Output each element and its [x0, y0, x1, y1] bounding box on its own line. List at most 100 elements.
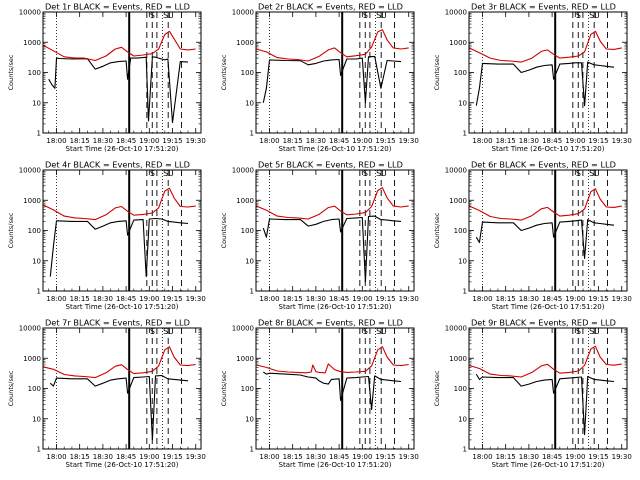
- x-tick-label: 18:45: [542, 137, 562, 145]
- panel-det-3: Det 3r BLACK = Events, RED = LLD Counts/s…: [433, 2, 632, 154]
- x-tick-label: 19:00: [139, 453, 159, 461]
- panel-det-5: Det 5r BLACK = Events, RED = LLD Counts/s…: [220, 160, 419, 312]
- x-tick-label: 18:00: [472, 453, 492, 461]
- x-axis-label: Start Time (26-Oct-10 17:51:20): [492, 145, 605, 153]
- y-tick-label: 1000: [236, 355, 254, 363]
- series-line-events: [49, 217, 189, 278]
- x-tick-label: 19:00: [565, 295, 585, 303]
- y-tick-label: 1: [250, 288, 254, 296]
- y-tick-label: 10000: [19, 325, 41, 333]
- x-tick-label: 19:15: [375, 137, 395, 145]
- marker-label: S: [363, 11, 368, 20]
- x-tick-label: 18:30: [519, 453, 539, 461]
- y-axis-label: Counts/sec: [433, 212, 441, 248]
- y-axis-label: Counts/sec: [7, 370, 15, 406]
- marker-label: SL: [589, 11, 599, 20]
- plot-frame: [42, 327, 202, 450]
- x-tick-label: 18:30: [306, 137, 326, 145]
- x-tick-label: 18:15: [283, 137, 303, 145]
- x-tick-label: 18:45: [116, 295, 136, 303]
- series-line-lld: [42, 187, 196, 221]
- y-tick-label: 1: [37, 288, 41, 296]
- x-tick-label: 19:15: [588, 137, 608, 145]
- y-tick-label: 10000: [232, 167, 254, 175]
- y-tick-label: 100: [241, 69, 254, 77]
- x-tick-label: 18:30: [519, 295, 539, 303]
- y-tick-label: 1: [463, 446, 467, 454]
- x-tick-label: 19:30: [399, 295, 419, 303]
- x-tick-label: 19:15: [375, 295, 395, 303]
- panel-det-8: Det 8r BLACK = Events, RED = LLD Counts/s…: [220, 318, 419, 470]
- x-tick-label: 19:00: [352, 295, 372, 303]
- series-line-events: [262, 55, 402, 104]
- x-tick-label: 18:15: [496, 453, 516, 461]
- x-tick-label: 18:45: [116, 137, 136, 145]
- x-tick-label: 18:15: [70, 453, 90, 461]
- series-line-events: [475, 373, 615, 436]
- marker-label: SL: [376, 169, 386, 178]
- x-tick-label: 18:30: [519, 137, 539, 145]
- panel-title: Det 6r BLACK = Events, RED = LLD: [471, 160, 616, 170]
- x-tick-label: 19:30: [186, 295, 206, 303]
- y-tick-label: 1: [463, 130, 467, 138]
- plot-frame: [255, 169, 415, 292]
- x-tick-label: 18:45: [329, 453, 349, 461]
- x-tick-label: 18:15: [283, 295, 303, 303]
- y-tick-label: 100: [241, 385, 254, 393]
- series-line-lld: [468, 30, 622, 63]
- marker-label: SL: [589, 169, 599, 178]
- plot-frame: [468, 169, 628, 292]
- plot-frame: [468, 11, 628, 134]
- marker-label: S: [576, 169, 581, 178]
- x-tick-label: 19:15: [588, 453, 608, 461]
- y-tick-label: 100: [454, 227, 467, 235]
- x-tick-label: 18:15: [70, 137, 90, 145]
- y-axis-label: Counts/sec: [220, 212, 228, 248]
- panel-det-2: Det 2r BLACK = Events, RED = LLD Counts/s…: [220, 2, 419, 154]
- panel-det-6: Det 6r BLACK = Events, RED = LLD Counts/s…: [433, 160, 632, 312]
- y-tick-label: 100: [28, 385, 41, 393]
- marker-label: S: [363, 327, 368, 336]
- x-tick-label: 19:30: [612, 453, 632, 461]
- series-line-lld: [42, 346, 196, 379]
- y-tick-label: 10: [32, 415, 41, 423]
- series-line-events: [475, 219, 615, 259]
- x-tick-label: 19:00: [352, 137, 372, 145]
- x-tick-label: 19:30: [612, 295, 632, 303]
- marker-label: SL: [163, 327, 173, 336]
- x-tick-label: 18:45: [542, 453, 562, 461]
- x-tick-label: 18:15: [70, 295, 90, 303]
- panel-title: Det 7r BLACK = Events, RED = LLD: [45, 318, 190, 328]
- x-tick-label: 18:00: [46, 453, 66, 461]
- x-axis-label: Start Time (26-Oct-10 17:51:20): [492, 461, 605, 469]
- y-axis-label: Counts/sec: [433, 54, 441, 90]
- y-axis-label: Counts/sec: [433, 370, 441, 406]
- x-tick-label: 18:00: [259, 295, 279, 303]
- x-tick-label: 19:30: [612, 137, 632, 145]
- plot-frame: [255, 327, 415, 450]
- x-axis-label: Start Time (26-Oct-10 17:51:20): [66, 303, 179, 311]
- x-tick-label: 19:30: [399, 137, 419, 145]
- series-line-lld: [42, 30, 196, 62]
- plot-frame: [42, 169, 202, 292]
- panel-title: Det 8r BLACK = Events, RED = LLD: [258, 318, 403, 328]
- y-tick-label: 1: [37, 446, 41, 454]
- x-tick-label: 19:15: [162, 453, 182, 461]
- y-tick-label: 1000: [449, 355, 467, 363]
- x-tick-label: 18:30: [93, 453, 113, 461]
- y-tick-label: 10: [458, 257, 467, 265]
- y-tick-label: 1000: [236, 197, 254, 205]
- y-tick-label: 1000: [236, 39, 254, 47]
- x-axis-label: Start Time (26-Oct-10 17:51:20): [66, 461, 179, 469]
- x-tick-label: 18:30: [93, 137, 113, 145]
- marker-label: S: [150, 169, 155, 178]
- series-line-events: [49, 374, 189, 441]
- y-tick-label: 100: [454, 385, 467, 393]
- marker-label: SL: [163, 11, 173, 20]
- x-tick-label: 18:00: [259, 453, 279, 461]
- marker-label: SL: [376, 327, 386, 336]
- x-tick-label: 18:45: [329, 295, 349, 303]
- x-tick-label: 19:15: [162, 137, 182, 145]
- x-tick-label: 19:00: [352, 453, 372, 461]
- x-tick-label: 19:00: [139, 295, 159, 303]
